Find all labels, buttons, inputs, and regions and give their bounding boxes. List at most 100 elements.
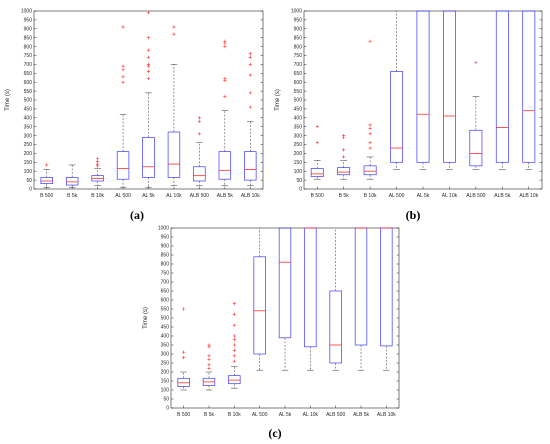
panel-a-xtick-label: B 10k xyxy=(91,193,104,199)
panel-a-xtick-label: AL 5k xyxy=(142,193,155,199)
panel-c-box-2 xyxy=(228,302,241,389)
panel-c-ytick-label: 450 xyxy=(161,325,170,331)
outlier-marker xyxy=(182,307,186,311)
panel-b-xtick-label: ALB 5k xyxy=(494,193,511,199)
panel-c-ytick-label: 1000 xyxy=(158,226,169,232)
panel-a-xtick-label: ALB 5k xyxy=(217,193,234,199)
outlier-marker xyxy=(121,80,125,84)
iqr-box xyxy=(495,10,509,163)
panel-b-box-5 xyxy=(443,10,456,170)
outlier-marker xyxy=(248,105,252,109)
iqr-box xyxy=(228,375,241,385)
panel-c-box-8 xyxy=(380,227,393,371)
iqr-box xyxy=(522,10,536,163)
outlier-marker xyxy=(182,350,186,354)
panel-b-xtick-label: B 500 xyxy=(311,193,324,199)
panel-a-ytick-label: 550 xyxy=(24,89,33,95)
outlier-marker xyxy=(232,348,236,352)
panel-b-ytick-label: 0 xyxy=(299,187,302,193)
outlier-marker xyxy=(146,69,151,74)
outlier-marker xyxy=(342,134,346,138)
iqr-box xyxy=(142,137,155,178)
outlier-marker xyxy=(96,162,100,166)
iqr-box xyxy=(329,290,342,364)
outlier-marker xyxy=(248,62,252,66)
outlier-marker xyxy=(368,141,372,145)
outlier-marker xyxy=(121,68,125,72)
panel-a-box-1 xyxy=(65,164,79,188)
panel-b-xtick-label: B 5k xyxy=(339,193,350,199)
outlier-marker xyxy=(223,77,227,81)
outlier-marker xyxy=(172,32,176,36)
panel-c-ytick-label: 850 xyxy=(161,253,170,259)
panel-a-ytick-label: 0 xyxy=(29,187,32,193)
outlier-marker xyxy=(248,91,252,95)
panel-c-xtick-label: ALB 5k xyxy=(353,412,370,418)
panel-a-ytick-label: 1000 xyxy=(21,9,32,15)
panel-c-box-5 xyxy=(304,227,317,371)
panel-c-ytick-label: 300 xyxy=(161,352,170,358)
outlier-marker xyxy=(146,11,151,15)
panel-a-xtick-label: ALB 500 xyxy=(190,193,209,199)
iqr-box xyxy=(40,177,53,185)
panel-b-box-7 xyxy=(495,10,509,170)
panel-c-caption: (c) xyxy=(268,426,281,440)
panel-b-box-8 xyxy=(522,10,536,170)
outlier-marker xyxy=(182,356,186,360)
panel-c-ytick-label: 600 xyxy=(161,298,170,304)
panel-c-xtick-label: ALB 10k xyxy=(377,412,396,418)
panel-b-box-4 xyxy=(416,10,430,170)
outlier-marker xyxy=(121,64,125,68)
panel-c-ytick-label: 500 xyxy=(161,316,170,322)
panel-c-ytick-label: 750 xyxy=(161,271,170,277)
iqr-box xyxy=(278,227,292,339)
iqr-box xyxy=(416,10,430,163)
outlier-marker xyxy=(146,36,151,40)
panel-b-ytick-label: 600 xyxy=(294,80,303,86)
panel-a-ytick-label: 250 xyxy=(24,142,33,148)
panel-c-box-6 xyxy=(329,228,342,371)
panel-a-ytick-label: 600 xyxy=(24,80,33,86)
panel-b-xtick-label: AL 500 xyxy=(389,193,405,199)
iqr-box xyxy=(167,131,181,178)
panel-c-ytick-label: 550 xyxy=(161,307,170,313)
iqr-box xyxy=(390,71,403,163)
panel-a-box-4 xyxy=(142,11,155,188)
panel-b: Time (s) 0 50 100 150 200 250 300 350 400 450 500 5… xyxy=(275,9,543,222)
panel-c-ytick-label: 250 xyxy=(161,361,170,367)
panel-c-box-4 xyxy=(278,227,292,371)
panel-c: Time (s) 0 50 100 150 200 250 300 350 400 450 500 5… xyxy=(143,226,400,440)
panel-a-xtick-label: AL 500 xyxy=(115,193,131,199)
outlier-marker xyxy=(474,61,478,65)
iqr-box xyxy=(253,256,266,355)
panel-b-ytick-label: 50 xyxy=(296,178,302,184)
panel-c-xtick-label: ALB 500 xyxy=(326,412,345,418)
outlier-marker xyxy=(146,62,151,66)
iqr-box xyxy=(244,151,257,181)
panel-c-ytick-label: 900 xyxy=(161,244,170,250)
outlier-marker xyxy=(197,132,201,136)
panel-c-xtick-label: AL 500 xyxy=(252,412,268,418)
panel-b-xtick-label: AL 5k xyxy=(417,193,430,199)
panel-c-ytick-label: 50 xyxy=(163,397,169,403)
iqr-box xyxy=(363,165,377,176)
panel-b-ytick-label: 350 xyxy=(294,124,303,130)
panel-a-box-6 xyxy=(193,116,206,186)
panel-a-ytick-label: 800 xyxy=(24,44,33,50)
panel-b-caption: (b) xyxy=(406,208,421,222)
outlier-marker xyxy=(223,94,227,99)
outlier-marker xyxy=(96,157,100,161)
iqr-box xyxy=(193,166,206,182)
outlier-marker xyxy=(342,155,346,159)
panel-c-ytick-label: 0 xyxy=(166,406,169,412)
panel-b-ytick-label: 800 xyxy=(294,44,303,50)
outlier-marker xyxy=(172,25,176,29)
panel-b-ytick-label: 1000 xyxy=(291,9,302,15)
panel-b-ytick-label: 700 xyxy=(294,62,303,68)
panel-b-xtick-label: ALB 10k xyxy=(519,193,538,199)
panel-a-box-7 xyxy=(218,39,232,186)
outlier-marker xyxy=(223,39,227,43)
outlier-marker xyxy=(368,123,372,127)
panel-c-xtick-label: AL 5k xyxy=(279,412,292,418)
outlier-marker xyxy=(315,141,319,145)
